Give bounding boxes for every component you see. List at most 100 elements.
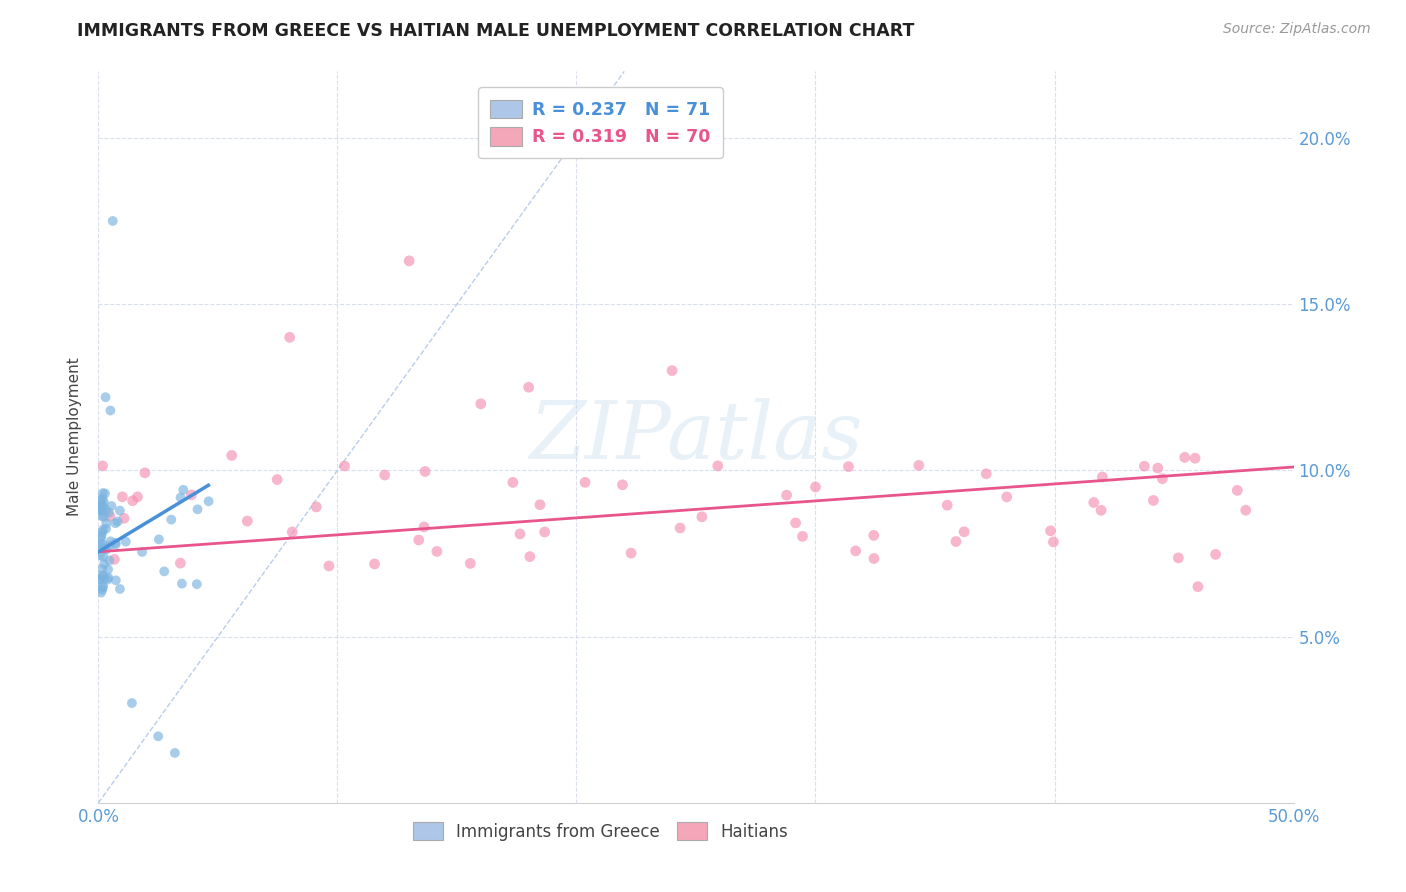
Point <box>127 490 149 504</box>
Point <box>792 529 814 543</box>
Point <box>837 459 859 474</box>
Point <box>93 568 115 582</box>
Point <box>707 458 730 473</box>
Point <box>1039 524 1062 538</box>
Point <box>96 516 118 531</box>
Point <box>945 534 967 549</box>
Point <box>93 557 115 571</box>
Point <box>148 533 170 547</box>
Point <box>90 508 112 523</box>
Point <box>91 581 114 595</box>
Point <box>1152 472 1174 486</box>
Text: IMMIGRANTS FROM GREECE VS HAITIAN MALE UNEMPLOYMENT CORRELATION CHART: IMMIGRANTS FROM GREECE VS HAITIAN MALE U… <box>77 22 915 40</box>
Point <box>97 505 120 519</box>
Point <box>1090 503 1112 517</box>
Text: Source: ZipAtlas.com: Source: ZipAtlas.com <box>1223 22 1371 37</box>
Point <box>97 562 120 576</box>
Point <box>108 503 131 517</box>
Point <box>278 330 301 344</box>
Point <box>148 729 170 743</box>
Point <box>90 498 112 512</box>
Point <box>100 499 122 513</box>
Point <box>91 486 114 500</box>
Point <box>93 549 115 564</box>
Point <box>1167 550 1189 565</box>
Point <box>907 458 929 473</box>
Point <box>426 544 449 558</box>
Point <box>661 363 683 377</box>
Point <box>413 520 436 534</box>
Point <box>91 458 114 473</box>
Point <box>160 513 183 527</box>
Point <box>91 500 114 514</box>
Point <box>266 473 288 487</box>
Point <box>96 542 118 557</box>
Point <box>111 490 134 504</box>
Point <box>374 468 396 483</box>
Point <box>90 504 112 518</box>
Point <box>620 546 643 560</box>
Point <box>363 557 385 571</box>
Point <box>93 510 115 524</box>
Point <box>953 524 976 539</box>
Point <box>96 573 118 587</box>
Point <box>1083 495 1105 509</box>
Point <box>93 572 115 586</box>
Point <box>995 490 1018 504</box>
Point <box>98 403 122 417</box>
Point <box>131 545 153 559</box>
Point <box>97 571 120 585</box>
Point <box>1147 461 1170 475</box>
Point <box>103 552 125 566</box>
Point <box>104 535 127 549</box>
Point <box>93 495 115 509</box>
Point <box>1042 535 1064 549</box>
Text: ZIPatlas: ZIPatlas <box>529 399 863 475</box>
Point <box>91 525 114 540</box>
Point <box>90 537 112 551</box>
Point <box>94 486 117 500</box>
Point <box>1142 493 1164 508</box>
Point <box>690 509 713 524</box>
Point <box>91 523 114 537</box>
Point <box>1205 547 1227 561</box>
Point <box>281 524 304 539</box>
Point <box>94 522 117 536</box>
Point <box>89 572 111 586</box>
Point <box>104 574 127 588</box>
Point <box>1133 459 1156 474</box>
Point <box>91 579 114 593</box>
Point <box>1174 450 1197 465</box>
Point <box>89 549 111 563</box>
Point <box>90 531 112 545</box>
Point <box>845 544 868 558</box>
Point <box>90 585 112 599</box>
Point <box>114 534 136 549</box>
Point <box>163 746 186 760</box>
Point <box>89 493 111 508</box>
Point <box>172 483 194 497</box>
Point <box>1234 503 1257 517</box>
Point <box>90 529 112 543</box>
Point <box>517 380 540 394</box>
Y-axis label: Male Unemployment: Male Unemployment <box>67 358 83 516</box>
Point <box>91 491 114 506</box>
Point <box>108 582 131 596</box>
Point <box>98 509 121 524</box>
Point <box>90 541 112 555</box>
Point <box>121 696 143 710</box>
Point <box>519 549 541 564</box>
Point <box>460 557 482 571</box>
Point <box>187 502 209 516</box>
Point <box>98 553 121 567</box>
Point <box>1184 451 1206 466</box>
Point <box>804 480 827 494</box>
Point <box>669 521 692 535</box>
Point <box>153 565 176 579</box>
Point <box>104 537 127 551</box>
Point <box>186 577 208 591</box>
Point <box>134 466 156 480</box>
Point <box>533 524 555 539</box>
Point <box>87 501 110 516</box>
Point <box>236 514 259 528</box>
